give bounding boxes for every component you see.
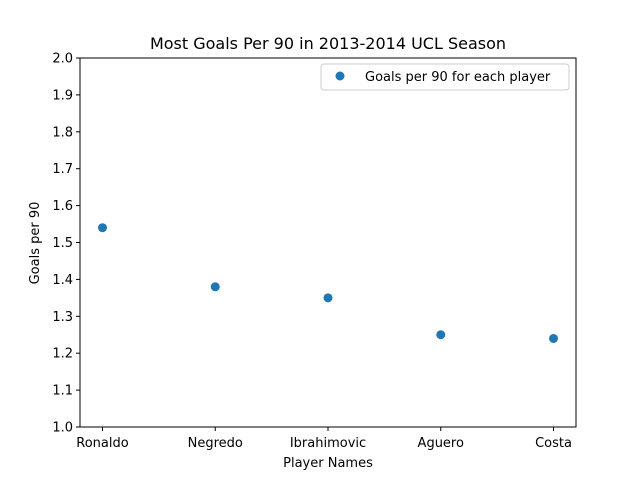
y-tick-label: 1.9 xyxy=(52,88,73,103)
data-point xyxy=(436,330,446,340)
y-tick-label: 1.4 xyxy=(52,273,73,288)
x-axis-label: Player Names xyxy=(283,456,373,471)
y-tick-label: 1.5 xyxy=(52,236,73,251)
legend-marker xyxy=(335,71,345,81)
data-point xyxy=(98,223,107,233)
y-tick-label: 1.3 xyxy=(52,310,73,325)
y-tick-label: 1.0 xyxy=(52,421,73,436)
y-tick-label: 1.7 xyxy=(52,162,73,177)
x-axis-ticks: Ronaldo Negredo Ibrahimovic Aguero Costa xyxy=(76,427,572,451)
data-point xyxy=(210,282,220,292)
legend: Goals per 90 for each player xyxy=(320,63,570,91)
y-tick-label: 1.1 xyxy=(52,384,73,399)
y-axis-ticks: 1.0 1.1 1.2 1.3 1.4 1.5 1.6 1.7 1.8 1.9 2.0 xyxy=(52,52,80,436)
data-points xyxy=(98,223,558,343)
x-tick-label: Aguero xyxy=(418,436,464,451)
legend-box xyxy=(320,63,570,91)
y-axis-label: Goals per 90 xyxy=(28,202,43,285)
y-tick-label: 1.6 xyxy=(52,199,73,214)
y-tick-label: 1.2 xyxy=(52,347,73,362)
y-tick-label: 2.0 xyxy=(52,52,73,67)
x-tick-label: Negredo xyxy=(188,436,243,451)
chart-title: Most Goals Per 90 in 2013-2014 UCL Seaso… xyxy=(150,34,506,53)
data-point xyxy=(323,293,333,303)
legend-label: Goals per 90 for each player xyxy=(365,70,551,85)
y-tick-label: 1.8 xyxy=(52,125,73,140)
x-tick-label: Ronaldo xyxy=(76,436,128,451)
x-tick-label: Ibrahimovic xyxy=(290,436,366,451)
x-tick-label: Costa xyxy=(535,436,572,451)
data-point xyxy=(549,333,558,343)
